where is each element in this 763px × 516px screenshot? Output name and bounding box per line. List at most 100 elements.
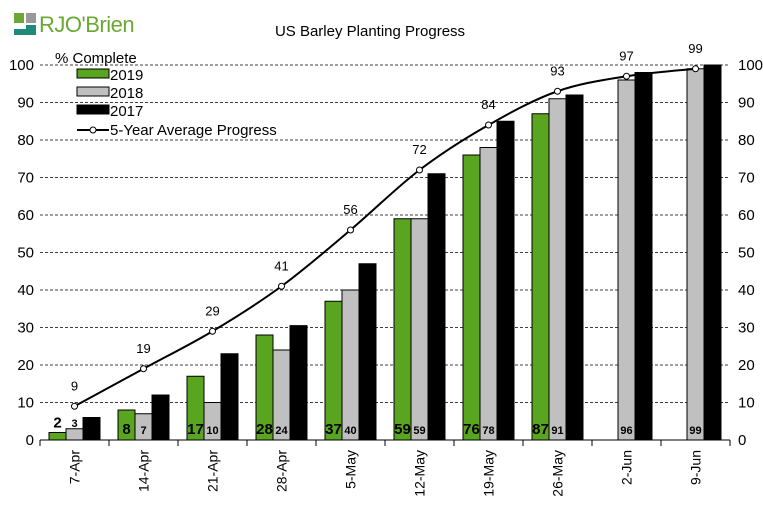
y-tick-label-right: 70 xyxy=(738,170,755,187)
y-tick-label-right: 40 xyxy=(738,282,755,299)
bar-2017 xyxy=(496,120,515,441)
average-point xyxy=(623,72,630,80)
average-point xyxy=(278,282,285,290)
legend-label: 2019 xyxy=(110,67,143,84)
average-data-label: 29 xyxy=(205,303,219,318)
x-tick-label: 26-May xyxy=(550,450,566,497)
bar-2018 xyxy=(479,147,498,441)
average-point xyxy=(485,121,492,129)
y-tick-label-right: 0 xyxy=(738,432,746,449)
x-tick-label: 28-Apr xyxy=(274,450,290,492)
x-tick-label: 2-Jun xyxy=(619,450,635,485)
average-data-label: 72 xyxy=(412,142,426,157)
data-label-2018: 24 xyxy=(275,425,288,437)
bar-2019 xyxy=(324,300,343,441)
y-tick-label-left: 50 xyxy=(17,245,34,262)
data-label-2019: 87 xyxy=(532,421,549,438)
data-label-2019: 8 xyxy=(122,421,130,438)
bar-2017 xyxy=(565,94,584,441)
y-tick-label-right: 60 xyxy=(738,207,755,224)
average-point xyxy=(140,365,147,373)
x-tick-label: 5-May xyxy=(343,450,359,489)
y-tick-label-right: 30 xyxy=(738,320,755,337)
average-point xyxy=(71,402,78,410)
data-label-2019: 59 xyxy=(394,421,411,438)
data-label-2019: 2 xyxy=(53,415,61,432)
bar-2017 xyxy=(151,394,170,441)
bar-2017 xyxy=(634,72,653,441)
average-point xyxy=(554,87,561,95)
y-tick-label-right: 20 xyxy=(738,357,755,374)
y-tick-label-right: 50 xyxy=(738,245,755,262)
bar-2018 xyxy=(65,428,84,441)
y-tick-label-left: 70 xyxy=(17,170,34,187)
y-tick-label-left: 100 xyxy=(9,57,34,74)
data-label-2018: 78 xyxy=(482,425,494,437)
average-line xyxy=(74,67,696,408)
bar-2019 xyxy=(48,432,67,441)
average-data-label: 84 xyxy=(481,97,495,112)
y-tick-label-left: 80 xyxy=(17,132,34,149)
bar-2019 xyxy=(531,113,550,441)
y-axis-label: % Complete xyxy=(55,50,137,67)
average-point xyxy=(347,226,354,234)
data-label-2018: 10 xyxy=(206,425,218,437)
y-tick-label-left: 60 xyxy=(17,207,34,224)
legend-swatch xyxy=(76,86,110,97)
data-label-2018: 40 xyxy=(344,425,356,437)
y-tick-label-left: 40 xyxy=(17,282,34,299)
x-tick-label: 19-May xyxy=(481,450,497,497)
data-label-2019: 17 xyxy=(187,421,204,438)
y-tick-label-right: 10 xyxy=(738,395,755,412)
y-tick-label-right: 100 xyxy=(738,57,763,74)
bar-2018 xyxy=(686,68,705,441)
x-tick-label: 9-Jun xyxy=(688,450,704,485)
average-point xyxy=(692,65,699,73)
y-tick-label-left: 0 xyxy=(26,432,34,449)
average-data-label: 97 xyxy=(619,48,633,63)
bar-2018 xyxy=(548,98,567,441)
average-data-label: 19 xyxy=(136,341,150,356)
data-label-2018: 7 xyxy=(140,425,146,437)
data-label-2019: 76 xyxy=(463,421,480,438)
x-tick-label: 21-Apr xyxy=(205,450,221,492)
bar-2019 xyxy=(393,218,412,441)
bar-2018 xyxy=(410,218,429,441)
bar-2017 xyxy=(358,263,377,441)
x-tick-label: 14-Apr xyxy=(136,450,152,492)
legend-label: 5-Year Average Progress xyxy=(110,122,277,139)
x-tick-label: 7-Apr xyxy=(67,450,83,485)
bar-2019 xyxy=(462,154,481,441)
y-tick-label-left: 30 xyxy=(17,320,34,337)
logo-text: RJO'Brien xyxy=(39,12,135,37)
data-label-2019: 28 xyxy=(256,421,273,438)
legend-swatch xyxy=(76,68,110,79)
average-data-label: 56 xyxy=(343,202,357,217)
legend-label: 2017 xyxy=(110,103,143,120)
average-point xyxy=(416,166,423,174)
legend-swatch xyxy=(76,104,110,115)
y-tick-label-left: 90 xyxy=(17,95,34,112)
bar-2017 xyxy=(82,417,101,441)
y-tick-label-right: 90 xyxy=(738,95,755,112)
data-label-2019: 37 xyxy=(325,421,342,438)
average-data-label: 41 xyxy=(274,258,288,273)
bar-2018 xyxy=(617,79,636,441)
data-label-2018: 99 xyxy=(689,425,701,437)
logo: RJO'Brien xyxy=(12,11,152,37)
data-label-2018: 3 xyxy=(71,418,77,430)
x-tick-label: 12-May xyxy=(412,450,428,497)
y-tick-label-left: 10 xyxy=(17,395,34,412)
average-data-label: 93 xyxy=(550,63,564,78)
bar-2017 xyxy=(220,353,239,441)
logo-mark-icon xyxy=(14,13,36,35)
bar-2017 xyxy=(289,325,308,441)
chart-title: US Barley Planting Progress xyxy=(275,23,465,40)
legend-label: 2018 xyxy=(110,85,143,102)
data-label-2018: 59 xyxy=(413,425,425,437)
bar-2018 xyxy=(341,289,360,441)
legend-line-marker xyxy=(89,126,97,134)
bar-2017 xyxy=(427,173,446,441)
